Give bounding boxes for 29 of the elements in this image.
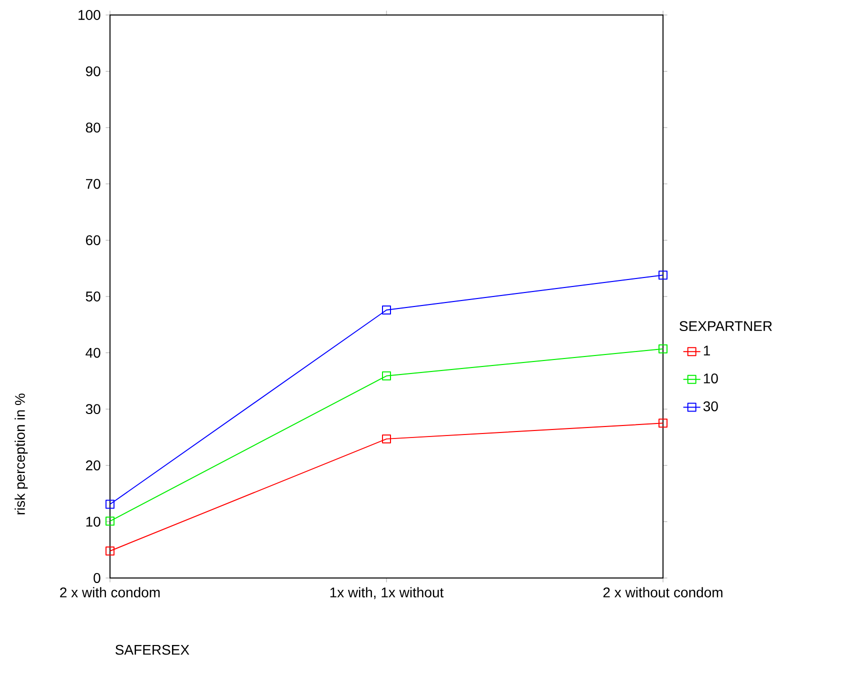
point	[106, 516, 114, 526]
point	[106, 546, 114, 556]
x-tick-label: 2 x with condom	[60, 587, 160, 598]
legend-label: 1	[704, 346, 710, 356]
point	[658, 270, 668, 280]
y-axis-title: risk perception in %	[14, 394, 28, 514]
y-tick-label: 20	[86, 460, 100, 470]
point	[106, 500, 114, 509]
y-tick-label: 80	[86, 122, 100, 133]
y-tick-label: 30	[86, 404, 100, 414]
y-tick-label: 70	[86, 178, 100, 189]
x-tick-label: 2 x without condom	[603, 587, 722, 598]
point	[382, 371, 392, 380]
y-tick-label: 100	[78, 10, 100, 20]
point	[658, 418, 668, 428]
point	[382, 306, 392, 315]
x-axis-title: SAFERSEX	[116, 644, 190, 655]
x-tick-label: 1x with, 1x without	[330, 587, 444, 600]
legend-label: 10	[704, 373, 718, 384]
y-tick-label: 60	[86, 235, 100, 246]
y-tick-label: 50	[86, 292, 100, 302]
y-tick-label: 10	[86, 516, 100, 527]
legend-title: SEXPARTNER	[680, 321, 772, 332]
point	[382, 434, 392, 444]
y-tick-label: 90	[86, 66, 100, 76]
y-tick-label: 40	[86, 348, 100, 358]
y-tick-label: 0	[94, 573, 100, 583]
point	[658, 344, 668, 354]
legend-label: 30	[703, 401, 718, 412]
